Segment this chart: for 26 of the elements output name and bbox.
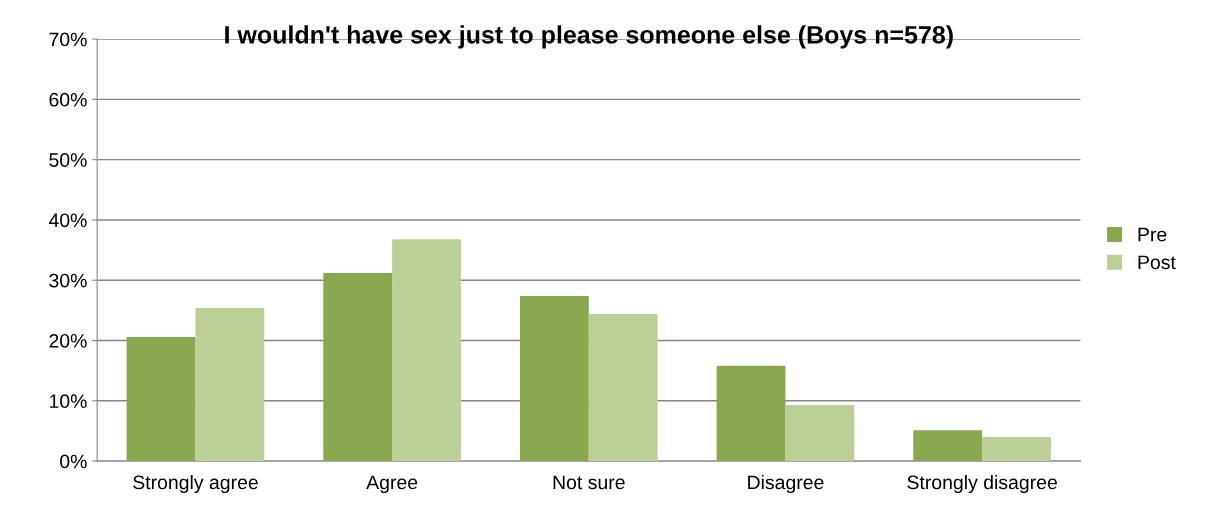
bar [323, 272, 393, 462]
y-tick-label: 60% [49, 92, 87, 107]
bar [982, 436, 1051, 462]
x-tick-label: Strongly disagree [907, 474, 1057, 494]
legend-label: Post [1138, 255, 1176, 270]
bar [716, 365, 786, 462]
y-tick-label: 20% [49, 333, 87, 348]
bar [785, 405, 855, 462]
y-tick-label: 50% [49, 153, 87, 167]
bar [588, 313, 658, 462]
y-tick-label: 30% [49, 273, 87, 288]
bar [126, 336, 196, 462]
x-tick-label: Disagree [748, 474, 824, 494]
x-tick-label: Agree [366, 475, 418, 494]
bar [195, 307, 265, 462]
bar [913, 430, 983, 462]
x-tick-label: Strongly agree [133, 474, 258, 494]
legend-label: Pre [1138, 227, 1167, 242]
y-tick-label: 40% [48, 213, 87, 228]
y-tick-label: 0% [60, 454, 87, 469]
bar [519, 295, 589, 462]
y-tick-label: 10% [49, 394, 87, 409]
chart-title: I wouldn't have sex just to please someone else (Boys n=578) [225, 25, 953, 49]
x-tick-label: Not sure [553, 475, 625, 490]
y-tick-label: 70% [49, 32, 87, 47]
bar [392, 239, 461, 462]
